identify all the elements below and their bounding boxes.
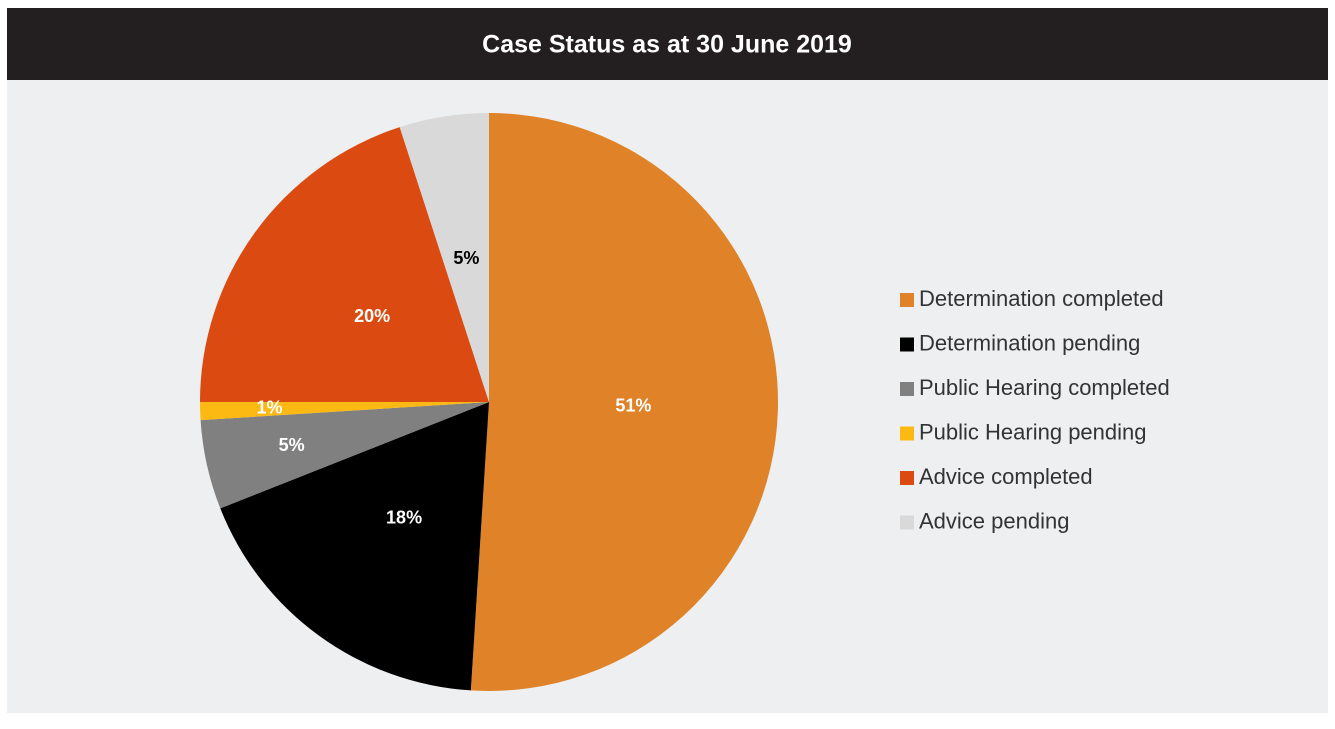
legend-label: Public Hearing completed: [919, 375, 1170, 400]
legend-label: Determination pending: [919, 330, 1140, 355]
legend-label: Determination completed: [919, 286, 1164, 311]
value-label: 18%: [386, 508, 422, 528]
pie-slice: [200, 127, 489, 403]
legend-swatch: [900, 515, 914, 530]
value-label: 5%: [279, 435, 305, 455]
legend-swatch: [900, 471, 914, 485]
value-label: 5%: [453, 248, 479, 268]
value-label: 51%: [615, 395, 651, 415]
chart-title: Case Status as at 30 June 2019: [482, 31, 852, 59]
legend-swatch: [900, 426, 914, 441]
pie-slice: [470, 113, 778, 691]
legend-swatch: [900, 293, 914, 307]
legend-label: Advice completed: [919, 464, 1093, 489]
header-bar: [7, 8, 1328, 80]
legend-swatch: [900, 337, 914, 352]
legend-label: Public Hearing pending: [919, 419, 1147, 444]
pie-slice: [200, 402, 489, 509]
legend-swatch: [900, 382, 914, 396]
value-label: 1%: [256, 398, 282, 418]
legend-label: Advice pending: [919, 508, 1069, 533]
pie-slice: [200, 402, 489, 421]
pie-slice: [220, 402, 489, 691]
pie-slice: [399, 113, 489, 402]
value-label: 20%: [354, 306, 390, 326]
